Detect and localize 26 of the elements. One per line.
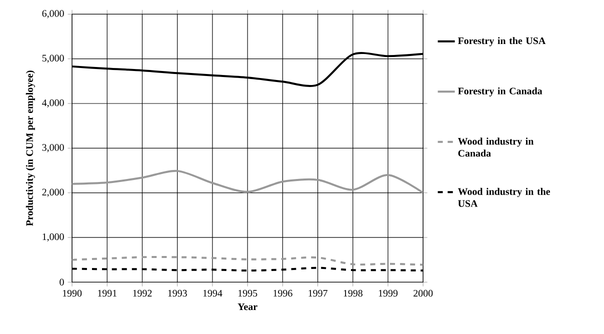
x-axis-title: Year <box>238 303 258 310</box>
legend-label: Forestry in the USA <box>458 37 546 46</box>
legend-label: Forestry in Canada <box>458 87 542 96</box>
x-tick-label: 1996 <box>274 290 292 297</box>
x-tick-label: 1997 <box>308 290 328 297</box>
y-axis-title: Productivity (in CUM per employee) <box>26 70 35 226</box>
y-tick-label: 1,000 <box>42 233 64 242</box>
x-tick-label: 1994 <box>203 290 222 297</box>
legend-label: Wood industry in Canada <box>458 138 534 157</box>
x-tick-label: 1991 <box>98 290 117 297</box>
y-tick-label: 2,000 <box>42 188 64 197</box>
x-tick-label: 1990 <box>62 290 82 297</box>
y-tick-label: 4,000 <box>42 99 64 108</box>
y-tick-label: 0 <box>60 278 64 286</box>
legend-label: Wood industry in the USA <box>458 188 550 207</box>
x-tick-label: 1999 <box>378 290 398 297</box>
x-tick-label: 1998 <box>344 290 362 297</box>
line-series <box>72 170 424 194</box>
x-tick-label: 2000 <box>414 290 433 297</box>
y-tick-label: 5,000 <box>42 54 64 63</box>
x-tick-label: 1995 <box>238 290 258 297</box>
y-tick-label: 6,000 <box>42 10 64 18</box>
line-series <box>72 256 424 266</box>
y-tick-label: 3,000 <box>42 144 64 152</box>
x-tick-label: 1992 <box>133 290 152 297</box>
x-tick-label: 1993 <box>168 290 187 297</box>
